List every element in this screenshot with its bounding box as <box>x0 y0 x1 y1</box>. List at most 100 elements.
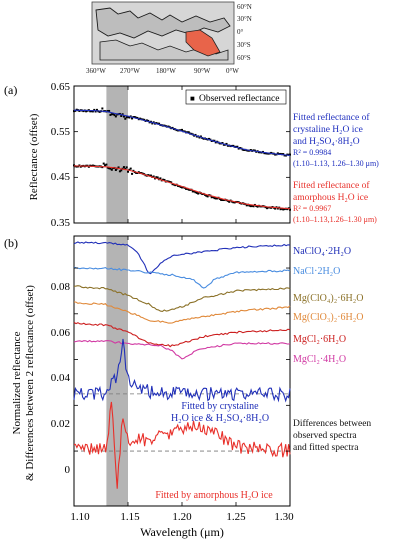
data-point <box>218 197 221 200</box>
side-note-line: Differences between <box>293 418 371 429</box>
data-point <box>220 198 223 201</box>
data-point <box>189 188 192 191</box>
data-point <box>195 135 198 138</box>
data-point <box>101 107 104 110</box>
data-point <box>90 110 93 113</box>
data-point <box>131 172 134 175</box>
panel-a-ytick: 0.35 <box>51 217 71 229</box>
map-lat-tick: 0° <box>237 28 244 36</box>
data-point <box>122 115 125 118</box>
data-point <box>155 122 158 125</box>
data-point <box>236 145 239 148</box>
annotation-line: R² = 0.9967 <box>293 204 331 213</box>
data-point <box>108 109 111 112</box>
annotation-line: (1.10–1.13, 1.26–1.30 μm) <box>293 159 379 168</box>
data-point <box>109 113 112 116</box>
annotation-line: Fitted reflectance of <box>293 112 370 123</box>
data-point <box>93 108 96 111</box>
data-point <box>162 178 165 181</box>
data-point <box>191 190 194 193</box>
data-point <box>125 166 128 169</box>
data-point <box>181 128 183 131</box>
data-point <box>135 171 138 174</box>
series-line <box>73 321 291 348</box>
data-point <box>237 147 240 150</box>
data-point <box>183 130 186 133</box>
data-point <box>256 205 259 208</box>
panel-b-ytick: 0.06 <box>51 327 71 339</box>
data-point <box>87 165 90 168</box>
map-lon-tick: 270°W <box>120 67 140 75</box>
data-point <box>216 197 219 200</box>
data-point <box>247 149 250 152</box>
data-point <box>85 110 88 113</box>
panel-a-label: (a) <box>4 83 17 97</box>
series-line <box>73 165 291 210</box>
data-point <box>201 193 204 196</box>
series-1-0 <box>73 241 291 275</box>
data-point <box>114 115 117 118</box>
annotation-line: crystaline H₂O ice <box>293 125 363 135</box>
data-point <box>125 116 128 119</box>
mineral-label: Mg(ClO₃)₂·6H₂O <box>293 312 363 323</box>
data-point <box>129 167 132 170</box>
data-point <box>205 194 208 197</box>
data-point <box>214 197 217 200</box>
data-point <box>193 190 196 193</box>
data-point <box>206 195 209 198</box>
data-point <box>172 183 175 186</box>
map-terrain-2 <box>99 39 229 61</box>
data-point <box>152 175 155 178</box>
map-lon-tick: 0°W <box>226 67 239 75</box>
data-point <box>243 148 246 151</box>
data-point <box>194 191 197 194</box>
data-point <box>282 208 285 211</box>
data-point <box>89 110 92 113</box>
panel-b-series <box>73 236 291 506</box>
data-point <box>187 131 190 134</box>
data-point <box>280 207 283 210</box>
data-point <box>117 166 120 169</box>
data-point <box>155 176 158 179</box>
data-point <box>251 204 254 207</box>
data-point <box>105 163 108 166</box>
data-point <box>193 134 196 137</box>
series-1-5 <box>73 339 291 360</box>
mineral-labels: NaClO₄·2H₂O NaCl·2H₂O Mg(ClO₄)₂·6H₂O Mg(… <box>293 246 363 365</box>
data-point <box>91 110 94 113</box>
data-point <box>266 152 269 155</box>
annotation-line: R² = 0.9984 <box>293 148 331 157</box>
data-point <box>120 169 123 172</box>
data-point <box>248 204 251 207</box>
data-point <box>249 205 252 208</box>
legend-label: Observed reflectance <box>199 93 279 104</box>
data-point <box>267 152 270 155</box>
legend-marker: ■ <box>190 94 195 103</box>
mineral-label: NaClO₄·2H₂O <box>293 246 351 257</box>
data-point <box>143 118 146 121</box>
data-point <box>283 154 286 157</box>
data-point <box>156 176 159 179</box>
side-note: Differences between observed spectra and… <box>293 418 371 453</box>
series-line <box>73 266 291 289</box>
data-point <box>110 168 113 171</box>
data-point <box>202 137 205 140</box>
data-point <box>232 201 235 204</box>
series-line <box>73 338 291 403</box>
panel-a-legend: ■ Observed reflectance <box>185 89 287 105</box>
series-line <box>73 401 291 489</box>
data-point <box>108 167 111 170</box>
data-point <box>128 116 131 119</box>
mars-map-inset: 60°N 30°N 0° 30°S 60°S 360°W 270°W 180°W… <box>86 1 252 75</box>
data-point <box>75 108 78 111</box>
data-point <box>78 109 81 112</box>
data-point <box>279 208 282 211</box>
data-point <box>73 110 75 113</box>
data-point <box>203 193 206 196</box>
series-line <box>73 301 291 324</box>
map-lon-tick: 360°W <box>86 67 106 75</box>
map-lat-tick: 60°S <box>237 54 251 62</box>
data-point <box>187 188 190 191</box>
data-point <box>159 177 162 180</box>
